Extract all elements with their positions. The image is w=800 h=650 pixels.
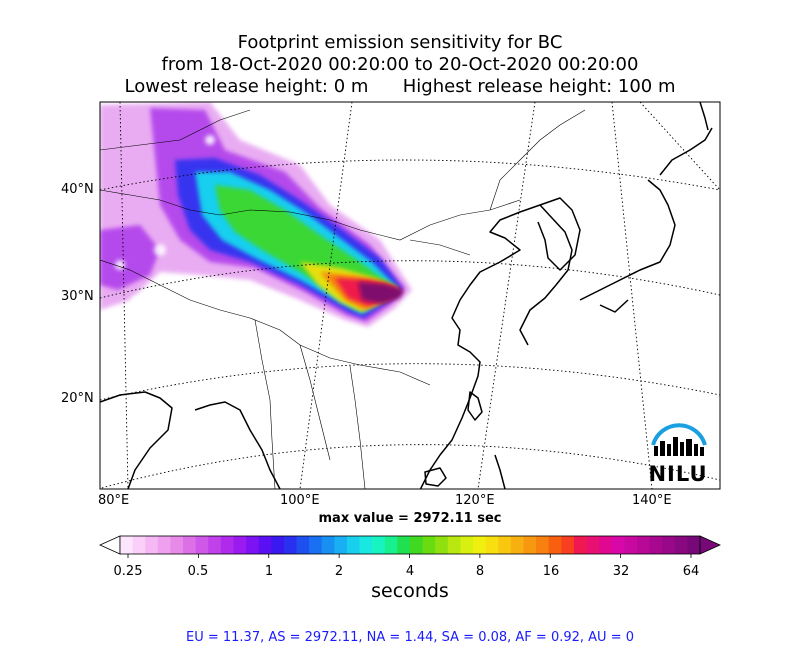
colorbar-segment [599, 536, 613, 554]
nilu-logo-text: NILU [648, 462, 707, 486]
colorbar-label-2: 2 [334, 564, 344, 579]
colorbar-label-64: 64 [682, 564, 700, 579]
colorbar [99, 535, 721, 555]
colorbar-segment [321, 536, 335, 554]
colorbar-segment [220, 536, 234, 554]
colorbar-segment [410, 536, 424, 554]
colorbar-segment [195, 536, 209, 554]
colorbar-segment [624, 536, 638, 554]
colorbar-label-16: 16 [542, 564, 560, 579]
colorbar-tick [620, 554, 622, 558]
colorbar-tick [690, 554, 692, 558]
colorbar-min-extension [99, 535, 121, 555]
colorbar-segment [157, 536, 171, 554]
colorbar-frame [119, 535, 701, 555]
colorbar-segment [536, 536, 550, 554]
colorbar-segment [271, 536, 285, 554]
region-summary: EU = 11.37, AS = 2972.11, NA = 1.44, SA … [185, 630, 634, 645]
colorbar-segment [334, 536, 348, 554]
colorbar-label-4: 4 [405, 564, 415, 579]
colorbar-segment [296, 536, 310, 554]
colorbar-segment [548, 536, 562, 554]
plot-title-line-3: Lowest release height: 0 m Highest relea… [0, 76, 800, 98]
colorbar-label-1: 1 [264, 564, 274, 579]
sensitivity-plume [100, 102, 412, 327]
colorbar-tick [197, 554, 199, 558]
colorbar-segment [586, 536, 600, 554]
lat-label-30n: 30°N [61, 289, 94, 304]
colorbar-segment [498, 536, 512, 554]
lon-label-80e: 80°E [98, 493, 130, 508]
colorbar-segment [170, 536, 184, 554]
colorbar-max-extension [699, 535, 721, 555]
colorbar-label-32: 32 [612, 564, 630, 579]
lon-label-100e: 100°E [280, 493, 320, 508]
colorbar-segment [258, 536, 272, 554]
plot-title-line-1: Footprint emission sensitivity for BC [237, 32, 563, 53]
colorbar-unit: seconds [371, 580, 449, 602]
colorbar-segment [447, 536, 461, 554]
lon-label-140e: 140°E [632, 493, 672, 508]
colorbar-segment [183, 536, 197, 554]
lat-label-20n: 20°N [61, 391, 94, 406]
colorbar-segment [649, 536, 663, 554]
colorbar-segment [397, 536, 411, 554]
colorbar-ticks [127, 554, 692, 558]
colorbar-tick [338, 554, 340, 558]
colorbar-segment [120, 536, 134, 554]
colorbar-segment [372, 536, 386, 554]
colorbar-segment [246, 536, 260, 554]
plot-title-line-2: from 18-Oct-2020 00:20:00 to 20-Oct-2020… [161, 54, 639, 75]
colorbar-segment [561, 536, 575, 554]
colorbar-tick [268, 554, 270, 558]
colorbar-segment [132, 536, 146, 554]
colorbar-tick [549, 554, 551, 558]
lon-label-120e: 120°E [455, 493, 495, 508]
colorbar-segment [359, 536, 373, 554]
colorbar-label-0.25: 0.25 [113, 564, 143, 579]
colorbar-segment [687, 536, 701, 554]
colorbar-label-8: 8 [475, 564, 485, 579]
colorbar-segment [422, 536, 436, 554]
map-frame [99, 101, 721, 490]
highest-release-height: Highest release height: 100 m [402, 76, 676, 97]
colorbar-segment [662, 536, 676, 554]
colorbar-segment [460, 536, 474, 554]
max-value-label: max value = 2972.11 sec [318, 511, 502, 526]
colorbar-segment [346, 536, 361, 554]
colorbar-segment [283, 536, 298, 554]
colorbar-segment [485, 536, 499, 554]
colorbar-segment [233, 536, 247, 554]
colorbar-segment [573, 536, 588, 554]
colorbar-segment [473, 536, 487, 554]
nilu-logo: NILU [648, 423, 707, 486]
colorbar-segment [510, 536, 524, 554]
colorbar-segment [674, 536, 688, 554]
colorbar-label-0.5: 0.5 [187, 564, 209, 579]
colorbar-segment [145, 536, 159, 554]
colorbar-segment [611, 536, 625, 554]
colorbar-tick [127, 554, 129, 558]
colorbar-tick [479, 554, 481, 558]
lowest-release-height: Lowest release height: 0 m [124, 76, 369, 97]
colorbar-segment [435, 536, 449, 554]
colorbar-segment [208, 536, 222, 554]
colorbar-segment [636, 536, 651, 554]
lat-label-40n: 40°N [61, 182, 94, 197]
country-borders [100, 109, 586, 489]
colorbar-segment [309, 536, 323, 554]
colorbar-segment [523, 536, 537, 554]
plume-layer-peak [358, 282, 404, 304]
colorbar-tick [409, 554, 410, 558]
map-content: NILU [100, 102, 720, 489]
colorbar-segment [384, 536, 398, 554]
graticule [100, 102, 720, 489]
